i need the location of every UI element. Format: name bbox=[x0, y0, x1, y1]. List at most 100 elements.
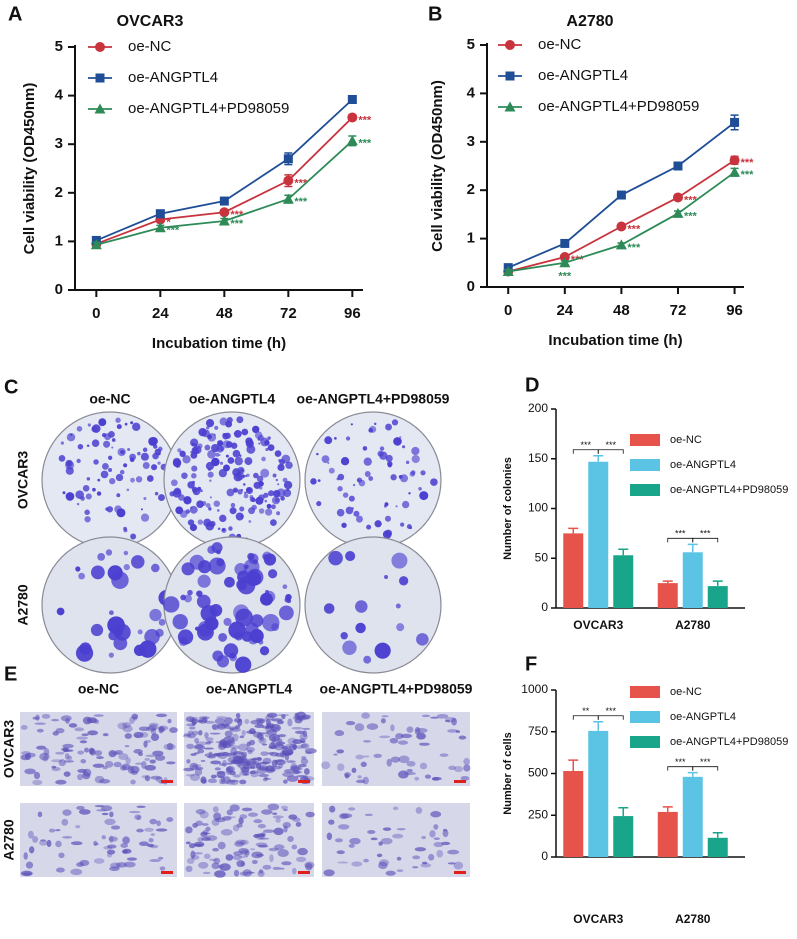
cell bbox=[415, 728, 428, 733]
significance-label: *** bbox=[605, 440, 616, 450]
cell bbox=[447, 849, 460, 855]
cell bbox=[228, 779, 240, 783]
colony bbox=[208, 557, 226, 575]
colony bbox=[182, 455, 191, 464]
colony bbox=[430, 478, 438, 486]
colony bbox=[215, 452, 220, 457]
cell bbox=[282, 749, 294, 756]
colony bbox=[416, 633, 429, 646]
cell bbox=[20, 724, 28, 730]
chart-title: OVCAR3 bbox=[117, 13, 184, 30]
colony bbox=[225, 454, 229, 458]
cell bbox=[300, 756, 307, 760]
bar bbox=[657, 583, 678, 608]
colony bbox=[248, 520, 252, 523]
colony bbox=[123, 463, 128, 468]
cell bbox=[376, 853, 383, 858]
colony bbox=[80, 496, 85, 501]
colony bbox=[266, 503, 272, 509]
cell bbox=[291, 844, 298, 850]
colony bbox=[328, 467, 335, 474]
legend-marker bbox=[505, 71, 515, 81]
cell bbox=[189, 726, 196, 730]
colony bbox=[337, 486, 343, 492]
cell bbox=[42, 755, 49, 762]
cell bbox=[341, 813, 353, 819]
colony bbox=[86, 444, 90, 448]
error-bar bbox=[568, 759, 579, 771]
cell bbox=[268, 733, 281, 742]
cell bbox=[250, 765, 256, 769]
colony bbox=[207, 450, 216, 459]
colony bbox=[76, 426, 83, 432]
cell bbox=[242, 869, 252, 877]
cell bbox=[134, 762, 143, 765]
cell bbox=[77, 773, 84, 781]
cell bbox=[110, 825, 121, 830]
significance-label: *** bbox=[605, 706, 616, 716]
scale-bar bbox=[298, 780, 310, 783]
y-tick-label: 50 bbox=[535, 550, 549, 564]
cell bbox=[94, 750, 103, 757]
colony bbox=[259, 646, 270, 656]
y-axis-label: Cell viability (OD450nm) bbox=[429, 80, 446, 252]
cell bbox=[363, 858, 369, 863]
colony bbox=[260, 468, 270, 478]
error-bar bbox=[712, 832, 723, 838]
cell bbox=[205, 737, 214, 742]
cell bbox=[355, 754, 364, 760]
colony bbox=[114, 623, 131, 641]
colony bbox=[60, 441, 65, 445]
y-tick-label: 4 bbox=[55, 87, 64, 104]
legend-label: oe-ANGPTL4 bbox=[670, 711, 736, 723]
colony bbox=[197, 574, 211, 588]
cell bbox=[400, 733, 413, 739]
cell bbox=[237, 718, 243, 727]
error-bar bbox=[687, 543, 698, 553]
cell bbox=[448, 765, 457, 771]
cell bbox=[229, 727, 241, 732]
colony bbox=[268, 569, 278, 579]
data-point bbox=[559, 251, 570, 262]
cell bbox=[214, 753, 221, 757]
cell bbox=[24, 768, 36, 775]
colony bbox=[132, 422, 141, 431]
colony bbox=[97, 553, 106, 561]
cell bbox=[60, 715, 72, 722]
cell bbox=[274, 844, 285, 850]
cell bbox=[249, 739, 256, 746]
legend-label: oe-ANGPTL4+PD98059 bbox=[670, 484, 788, 496]
cell bbox=[424, 774, 431, 779]
cell bbox=[421, 835, 426, 840]
colony bbox=[353, 510, 360, 517]
cell bbox=[202, 716, 208, 723]
cell bbox=[239, 779, 247, 785]
cell bbox=[136, 815, 141, 821]
data-point bbox=[502, 266, 514, 277]
colony bbox=[384, 515, 391, 522]
cell bbox=[398, 755, 410, 764]
cell bbox=[362, 755, 370, 758]
colony bbox=[264, 499, 268, 503]
colony bbox=[282, 477, 288, 483]
colony bbox=[395, 603, 401, 609]
cell bbox=[447, 862, 456, 865]
colony bbox=[111, 571, 129, 589]
y-tick-label: 5 bbox=[467, 36, 475, 53]
colony bbox=[192, 487, 201, 496]
colony bbox=[235, 512, 244, 521]
colony bbox=[418, 486, 422, 491]
data-point bbox=[90, 239, 102, 250]
cell bbox=[203, 747, 214, 750]
colony bbox=[399, 436, 402, 439]
significance-label: ** bbox=[582, 706, 590, 716]
colony bbox=[408, 492, 411, 495]
colony bbox=[151, 563, 160, 573]
colony bbox=[106, 506, 114, 513]
cell bbox=[216, 771, 226, 779]
colony bbox=[158, 494, 165, 502]
cell bbox=[201, 832, 211, 835]
cell bbox=[37, 811, 43, 818]
legend-marker bbox=[95, 42, 105, 52]
cell bbox=[166, 761, 176, 765]
